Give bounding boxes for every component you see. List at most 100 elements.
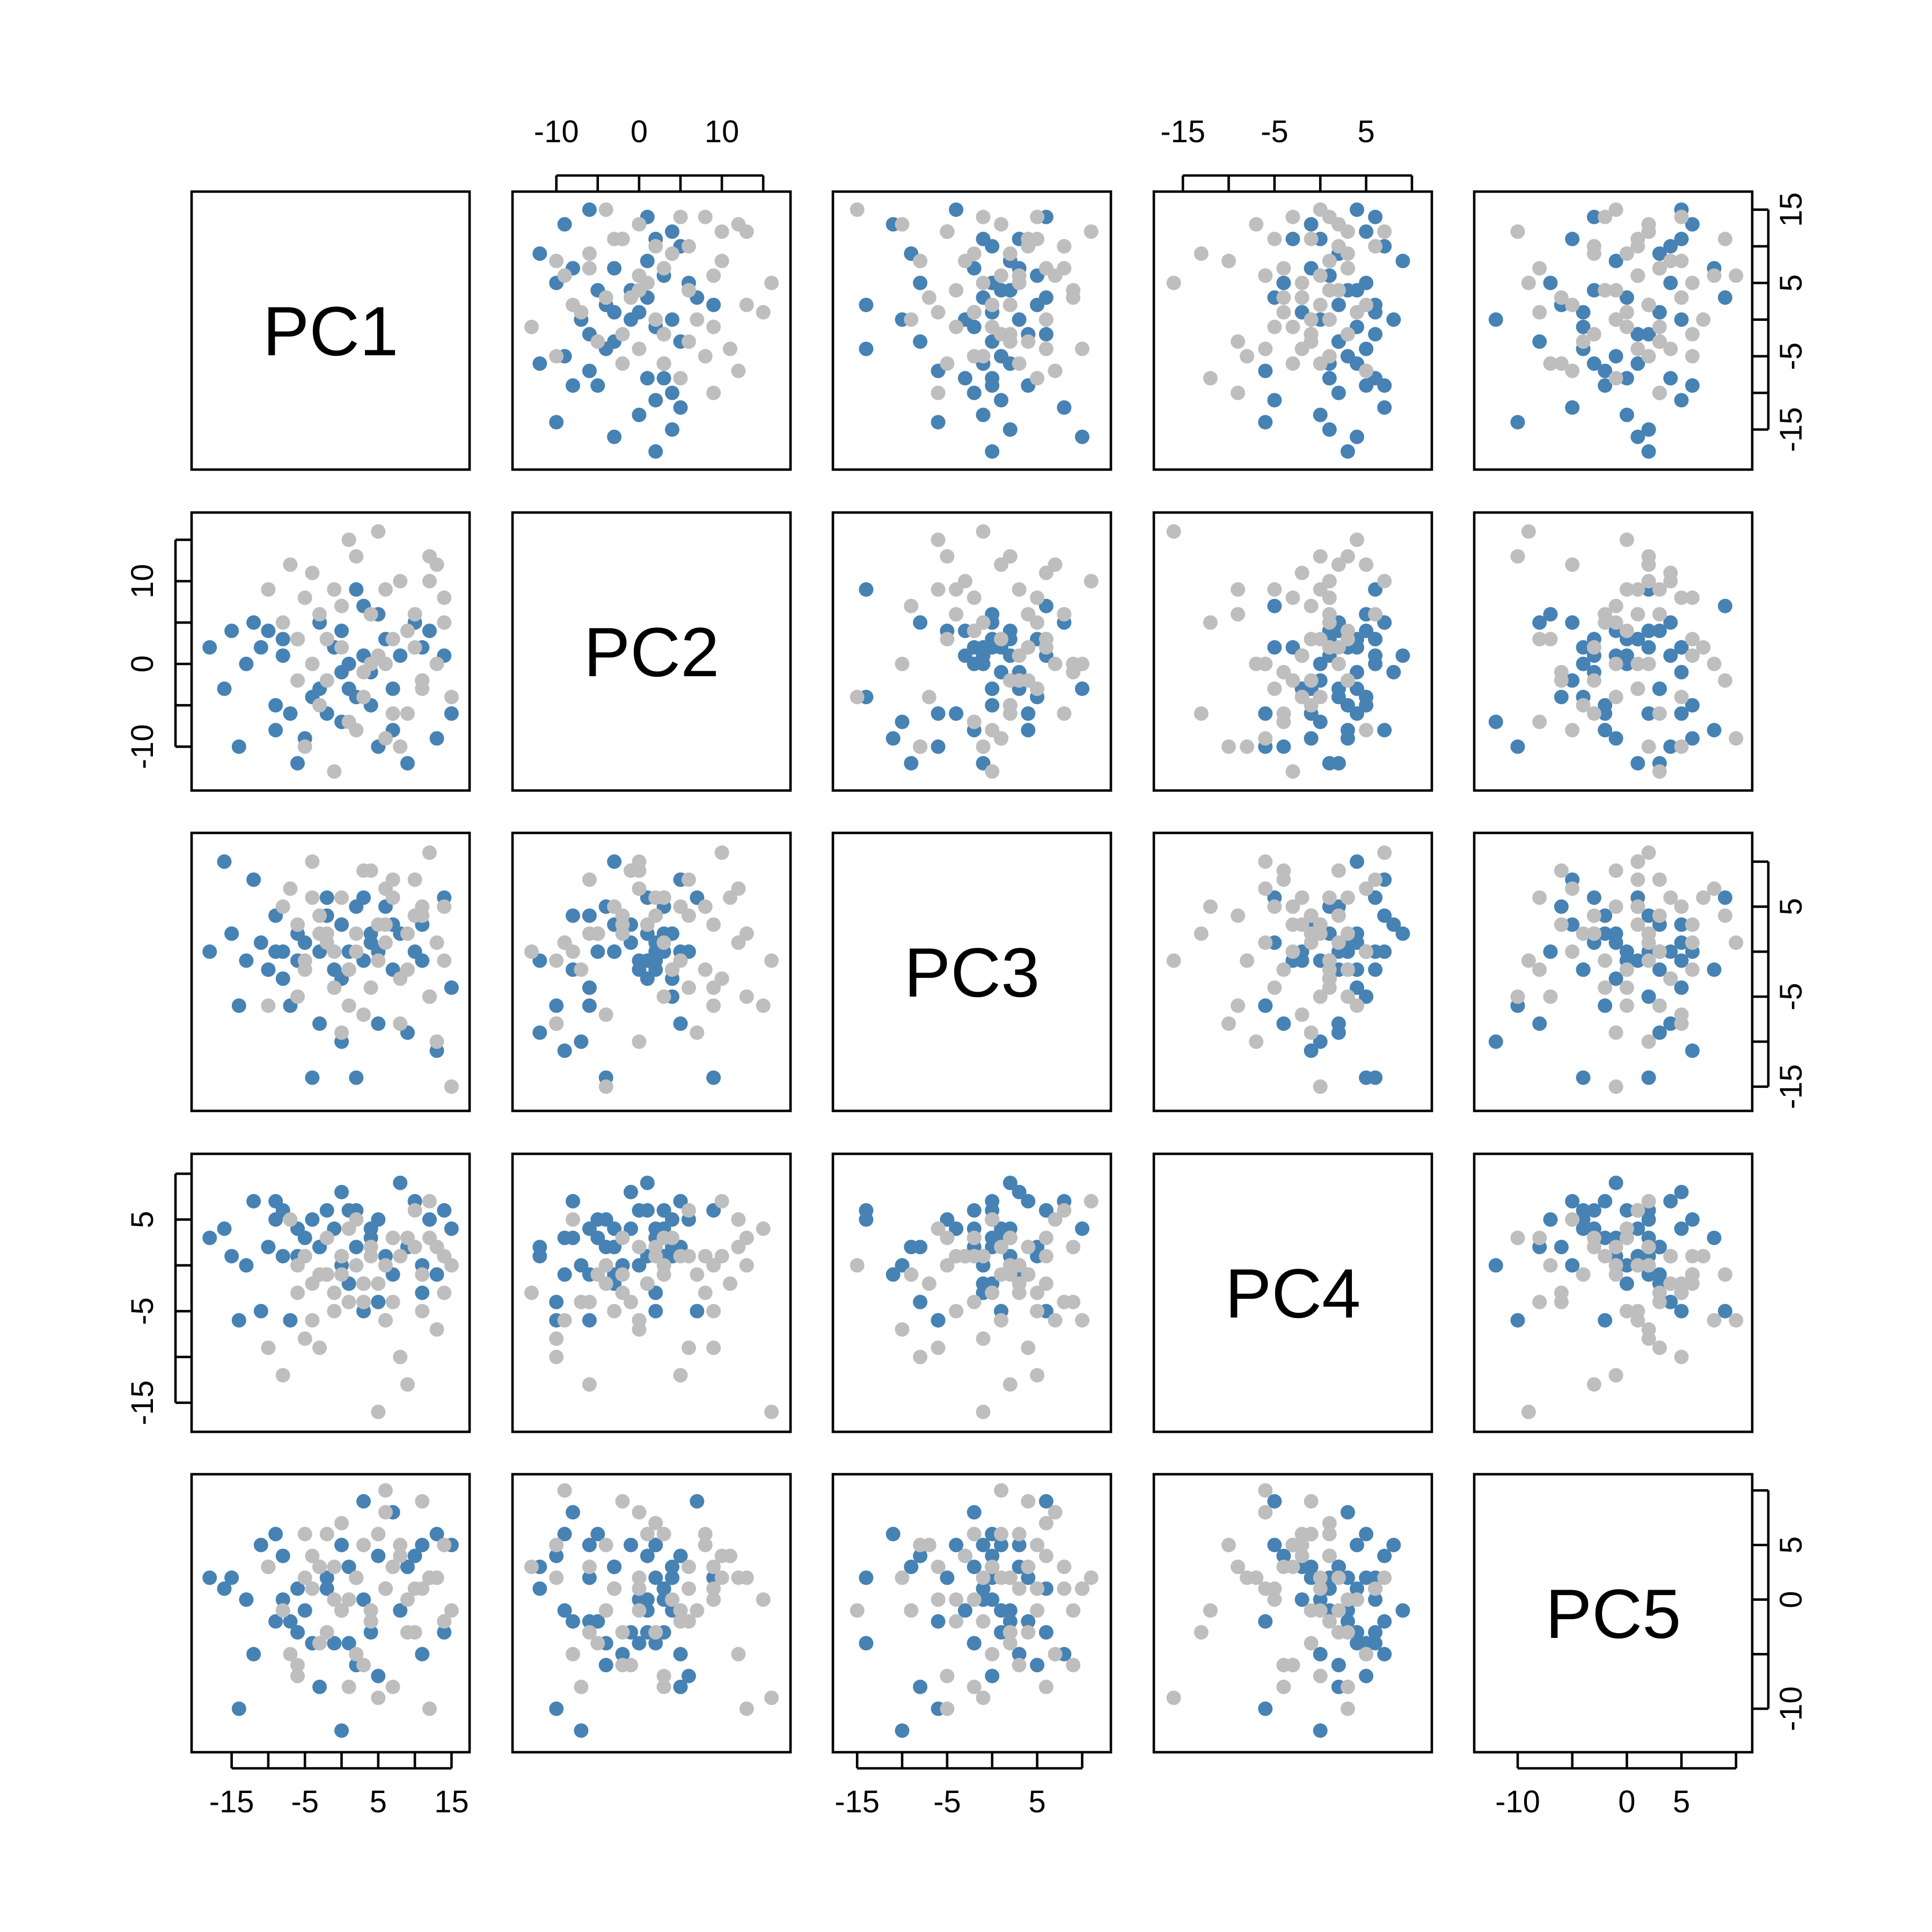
data-point bbox=[327, 582, 342, 597]
data-point bbox=[582, 1625, 597, 1640]
data-point bbox=[1359, 1668, 1374, 1684]
tick-label: -15 bbox=[209, 1784, 254, 1819]
data-point bbox=[706, 1070, 721, 1085]
data-point bbox=[1313, 1668, 1328, 1684]
data-point bbox=[371, 917, 386, 932]
data-point bbox=[706, 1203, 721, 1218]
data-point bbox=[1340, 327, 1355, 342]
data-point bbox=[1331, 557, 1346, 572]
data-point bbox=[1285, 899, 1300, 914]
data-point bbox=[275, 971, 290, 986]
data-point bbox=[1030, 1368, 1045, 1383]
data-point bbox=[582, 908, 597, 923]
data-point bbox=[913, 253, 928, 268]
data-point bbox=[1586, 239, 1601, 254]
data-point bbox=[1304, 908, 1319, 923]
data-point bbox=[1057, 607, 1072, 622]
data-point bbox=[1630, 1304, 1645, 1319]
data-point bbox=[656, 261, 671, 276]
data-point bbox=[1285, 590, 1300, 605]
data-point bbox=[985, 1548, 1000, 1563]
panel-frame bbox=[1152, 190, 1433, 471]
data-point bbox=[673, 371, 688, 386]
data-point bbox=[574, 1258, 589, 1273]
data-point bbox=[1608, 1175, 1623, 1190]
data-point bbox=[1718, 1267, 1732, 1282]
tick-label: 5 bbox=[370, 1784, 387, 1819]
data-point bbox=[1652, 681, 1667, 696]
data-point bbox=[1012, 275, 1027, 290]
data-point bbox=[437, 899, 452, 914]
tick-label: -5 bbox=[1774, 342, 1809, 370]
data-point bbox=[444, 706, 459, 721]
data-point bbox=[385, 1231, 400, 1246]
data-point bbox=[1322, 253, 1337, 268]
data-point bbox=[673, 1646, 688, 1662]
panel-frame bbox=[1473, 1152, 1754, 1433]
data-point bbox=[371, 1276, 386, 1291]
data-point bbox=[632, 1581, 647, 1596]
tick-label: -15 bbox=[1774, 407, 1809, 452]
data-point bbox=[1608, 863, 1623, 878]
data-point bbox=[429, 1527, 444, 1541]
data-point bbox=[1322, 1614, 1337, 1629]
panel-frame bbox=[190, 190, 471, 471]
data-point bbox=[756, 1592, 771, 1607]
data-point bbox=[582, 980, 597, 995]
panel-frame bbox=[511, 190, 792, 471]
data-point bbox=[1258, 935, 1273, 950]
data-point bbox=[1350, 283, 1364, 298]
data-point bbox=[1696, 1249, 1711, 1264]
data-point bbox=[940, 356, 955, 371]
data-point bbox=[976, 739, 991, 754]
data-point bbox=[319, 1581, 334, 1596]
data-point bbox=[985, 681, 1000, 696]
data-point bbox=[598, 1007, 613, 1022]
data-point bbox=[985, 319, 1000, 334]
data-point bbox=[985, 297, 1000, 312]
data-point bbox=[429, 656, 444, 671]
data-point bbox=[648, 1304, 663, 1319]
data-point bbox=[1663, 275, 1678, 290]
data-point bbox=[1258, 363, 1273, 378]
data-point bbox=[1576, 962, 1591, 977]
data-point bbox=[967, 1294, 982, 1309]
data-point bbox=[1565, 1212, 1580, 1227]
data-point bbox=[1674, 590, 1689, 605]
data-point bbox=[976, 640, 991, 655]
data-point bbox=[524, 1285, 539, 1300]
data-point bbox=[859, 1203, 874, 1218]
data-point bbox=[673, 1603, 688, 1618]
data-point bbox=[327, 1636, 342, 1651]
tick-label: -10 bbox=[1495, 1784, 1540, 1819]
data-point bbox=[1685, 1276, 1700, 1291]
data-point bbox=[429, 1570, 444, 1585]
data-point bbox=[385, 1560, 400, 1575]
data-point bbox=[994, 283, 1008, 298]
data-point bbox=[334, 598, 349, 613]
data-point bbox=[967, 1679, 982, 1694]
data-point bbox=[985, 698, 1000, 713]
data-point bbox=[1276, 1658, 1291, 1673]
data-point bbox=[885, 1267, 901, 1282]
panel-pc5-vs-pc4 bbox=[1473, 1152, 1754, 1433]
data-point bbox=[1608, 202, 1623, 217]
data-point bbox=[1565, 1258, 1580, 1273]
data-point bbox=[673, 1368, 688, 1383]
data-point bbox=[967, 1592, 982, 1607]
data-point bbox=[297, 1603, 312, 1618]
data-point bbox=[1598, 698, 1613, 713]
data-point bbox=[574, 1034, 589, 1049]
data-point bbox=[895, 656, 910, 671]
data-point bbox=[1663, 341, 1678, 356]
data-point bbox=[1718, 598, 1732, 613]
data-point bbox=[1276, 1548, 1291, 1563]
data-point bbox=[1221, 739, 1236, 754]
panel-frame bbox=[511, 1473, 792, 1754]
data-point bbox=[949, 1304, 964, 1319]
data-point bbox=[231, 998, 246, 1013]
tick-label: -15 bbox=[1160, 114, 1205, 149]
panel-frame bbox=[511, 1152, 792, 1433]
data-point bbox=[904, 756, 919, 771]
data-point bbox=[640, 1527, 655, 1541]
